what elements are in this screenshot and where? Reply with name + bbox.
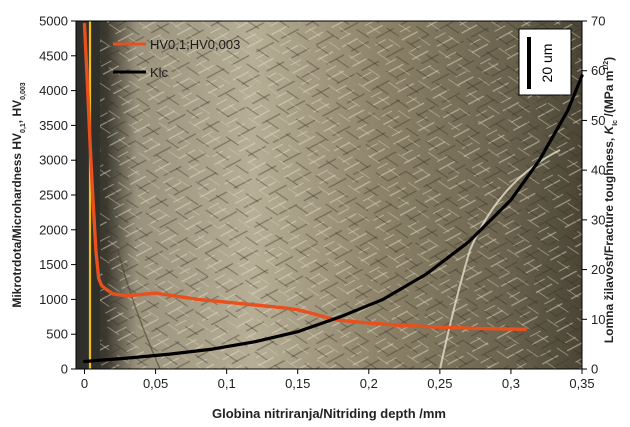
y-left-title-sub1: 0,1 <box>20 123 27 133</box>
y-left-title-sub2: 0,003 <box>20 82 27 100</box>
y-right-title-unit: /(MPa m <box>602 71 616 120</box>
y-right-tick-label: 10 <box>591 312 605 327</box>
y-right-tick-label: 40 <box>591 163 605 178</box>
y-left-title-main: Mikrotrdota/Microhardness HV <box>10 133 24 308</box>
y-right-title-ic: Ic <box>612 120 619 126</box>
y-right-tick-label: 60 <box>591 63 605 78</box>
y-axis-left-title: Mikrotrdota/Microhardness HV0,1, HV0,003 <box>10 82 27 307</box>
x-axis-title: Globina nitriranja/Nitriding depth /mm <box>212 406 446 421</box>
x-tick-label: 0,2 <box>360 376 378 391</box>
legend-label-kic: Klc <box>150 65 169 80</box>
x-tick-label: 0,05 <box>143 376 168 391</box>
y-left-tick-label: 4000 <box>39 83 68 98</box>
legend: HV0,1;HV0,003 Klc <box>113 37 240 80</box>
series-line-kic <box>82 74 584 364</box>
y-left-tick-label: 3500 <box>39 118 68 133</box>
axes: 0 0,05 0,1 0,15 0,2 0,25 0,3 0,3505001000150020… <box>39 14 605 392</box>
series-line-hv <box>82 22 527 331</box>
x-tick-label: 0,15 <box>285 376 310 391</box>
x-tick-label: 0,3 <box>502 376 520 391</box>
x-tick-label: 0 <box>81 376 88 391</box>
legend-label-hv: HV0,1;HV0,003 <box>150 37 240 52</box>
series-group <box>82 22 584 364</box>
y-left-tick-label: 1000 <box>39 292 68 307</box>
y-left-tick-label: 2000 <box>39 222 68 237</box>
x-tick-label: 0,1 <box>218 376 236 391</box>
x-tick-label: 0,35 <box>569 376 594 391</box>
y-left-tick-label: 0 <box>61 362 68 377</box>
y-left-tick-label: 1500 <box>39 257 68 272</box>
scale-bar: 20 um <box>518 28 572 96</box>
y-left-tick-label: 500 <box>46 327 68 342</box>
scale-bar-label: 20 um <box>539 44 555 83</box>
y-right-tick-label: 50 <box>591 113 605 128</box>
y-right-title-close: ) <box>602 57 616 61</box>
y-right-tick-label: 0 <box>591 362 598 377</box>
y-right-title-k: K <box>602 124 616 134</box>
y-axis-right-title: Lomna žilavost/Fracture toughness, KIc /… <box>602 57 619 343</box>
y-right-tick-label: 20 <box>591 262 605 277</box>
y-left-title-comma: , HV <box>10 100 24 123</box>
y-left-tick-label: 5000 <box>39 14 68 29</box>
y-left-tick-label: 2500 <box>39 188 68 203</box>
y-right-title-exp: 1/2 <box>603 61 610 71</box>
y-right-tick-label: 30 <box>591 212 605 227</box>
y-left-tick-label: 4500 <box>39 48 68 63</box>
micrograph-background <box>76 21 582 370</box>
y-right-title-main: Lomna žilavost/Fracture toughness, <box>602 138 616 343</box>
y-left-tick-label: 3000 <box>39 153 68 168</box>
y-right-tick-label: 70 <box>591 14 605 29</box>
x-tick-label: 0,25 <box>427 376 452 391</box>
